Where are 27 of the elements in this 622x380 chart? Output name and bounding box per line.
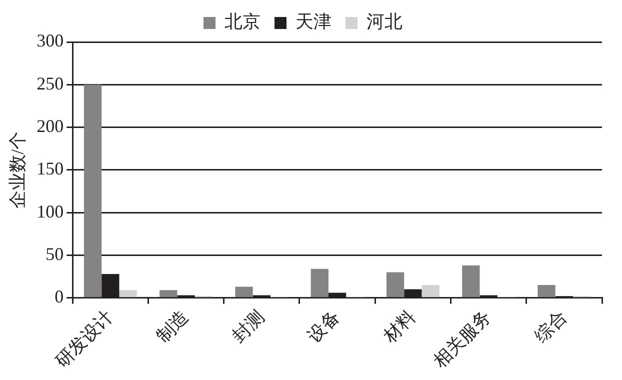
legend-label: 河北: [366, 12, 402, 32]
bar: [84, 84, 102, 298]
x-tick-label: 相关服务: [430, 306, 495, 372]
y-tick-label: 300: [36, 30, 64, 51]
x-tick-label: 设备: [304, 306, 344, 346]
bar: [386, 272, 404, 298]
bar: [462, 265, 480, 298]
y-tick-label: 50: [46, 244, 64, 264]
bar: [160, 290, 178, 298]
legend-label: 天津: [296, 12, 332, 32]
x-tick-label: 封测: [228, 306, 268, 346]
x-tick-label: 材料: [378, 306, 420, 347]
x-tick-label: 研发设计: [52, 306, 117, 372]
bar: [235, 286, 253, 298]
y-tick-label: 150: [36, 158, 64, 179]
bar: [538, 285, 556, 298]
y-axis-title: 企业数/个: [8, 131, 28, 208]
bar: [422, 285, 440, 298]
x-tick-label: 制造: [152, 306, 192, 346]
y-tick-label: 0: [54, 286, 64, 307]
y-tick-label: 250: [36, 73, 64, 94]
bar: [119, 290, 137, 298]
y-tick-label: 200: [36, 116, 64, 136]
x-tick-label: 综合: [530, 306, 570, 346]
y-tick-label: 100: [36, 201, 64, 222]
bar: [310, 268, 328, 298]
legend-label: 北京: [224, 12, 260, 32]
